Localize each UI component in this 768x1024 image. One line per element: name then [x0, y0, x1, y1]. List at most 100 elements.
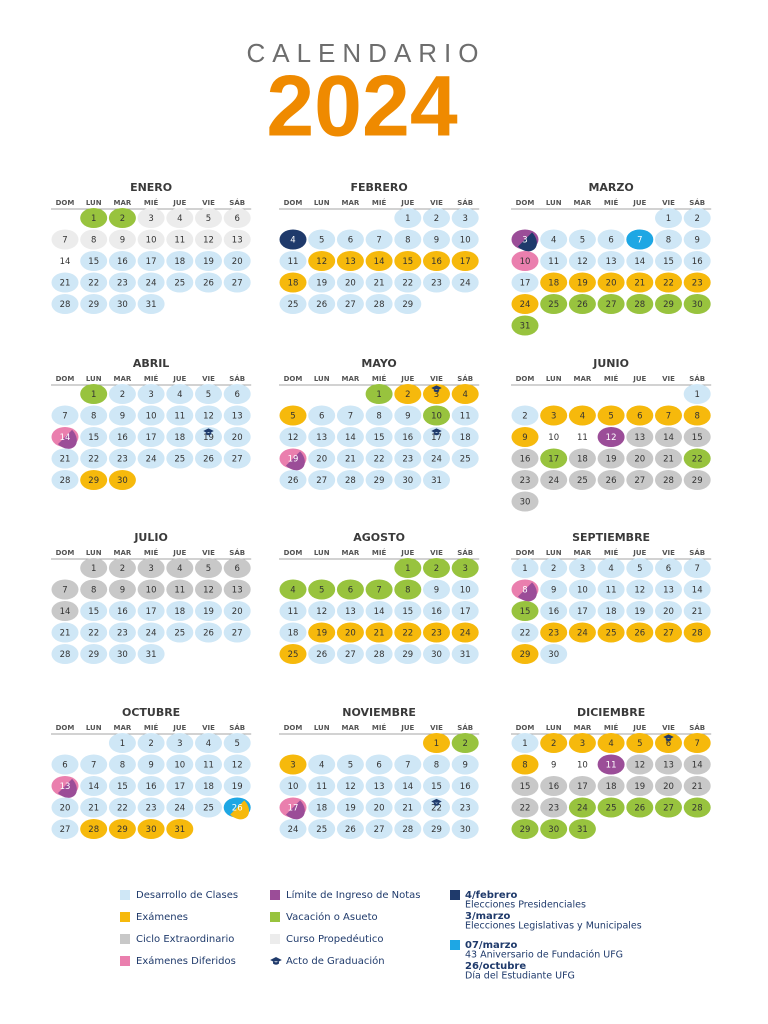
month-name: ABRIL [133, 357, 169, 370]
day-number: 3 [462, 564, 467, 574]
weekday: SÁB [689, 374, 705, 383]
day-cell [511, 797, 539, 818]
day-number: 15 [374, 433, 385, 443]
legend-label: Exámenes [136, 911, 188, 923]
graduation-cap [203, 428, 214, 436]
day-number: 25 [174, 455, 185, 465]
day-cell [568, 229, 596, 250]
day-number: 20 [60, 804, 71, 814]
day-cell [597, 776, 625, 796]
day-number: 15 [431, 782, 442, 792]
day-cell [279, 776, 307, 796]
day-cell [655, 733, 682, 753]
day-cell [108, 819, 136, 839]
day-cell [365, 754, 393, 775]
weekday: MAR [114, 724, 132, 732]
day-cell [683, 797, 711, 818]
day-number: 30 [402, 476, 413, 486]
day-number: 7 [91, 761, 96, 771]
day-number: 21 [692, 782, 703, 792]
day-cell [51, 294, 79, 314]
day-number: 15 [520, 607, 531, 617]
day-cell [683, 272, 711, 293]
day-number: 13 [232, 236, 243, 246]
day-number: 12 [232, 761, 243, 771]
weekday: JUE [172, 724, 186, 732]
day-cell-split [285, 451, 305, 471]
day-cell [655, 558, 682, 578]
day-cell [51, 819, 79, 839]
day-number: 27 [60, 825, 71, 835]
day-cell [166, 601, 194, 621]
day-cell [336, 797, 364, 818]
day-cell [223, 448, 251, 469]
month-name: DICIEMBRE [577, 706, 645, 719]
day-cell [683, 733, 711, 753]
day-cell [511, 644, 539, 664]
day-number: 18 [548, 279, 559, 289]
day-cell [223, 384, 251, 404]
day-cell [568, 601, 596, 621]
day-cell [279, 251, 307, 271]
day-cell [108, 776, 136, 796]
day-number: 3 [290, 761, 295, 771]
day-cell [540, 558, 568, 578]
day-number: 2 [551, 564, 556, 574]
day-cell [394, 272, 422, 293]
day-cell [108, 470, 136, 490]
day-number: 10 [548, 433, 559, 443]
day-cell [511, 491, 539, 512]
day-cell [108, 754, 136, 775]
day-cell [394, 448, 422, 469]
day-number: 15 [663, 257, 674, 267]
day-cell [423, 797, 450, 818]
day-cell [683, 251, 711, 271]
day-cell [308, 776, 336, 796]
day-number: 18 [316, 804, 327, 814]
day-cell [683, 427, 711, 447]
day-number: 2 [120, 214, 125, 224]
day-number: 30 [431, 650, 442, 660]
legend-swatch [120, 912, 130, 922]
day-number: 9 [148, 761, 153, 771]
day-cell [223, 601, 251, 621]
day-number: 19 [203, 433, 214, 443]
day-number: 25 [606, 804, 617, 814]
day-number: 19 [232, 782, 243, 792]
day-cell [683, 470, 711, 490]
day-number: 23 [548, 629, 559, 639]
day-number: 26 [203, 279, 214, 289]
day-cell [365, 644, 393, 664]
day-number: 22 [88, 279, 99, 289]
day-number: 26 [345, 825, 356, 835]
day-cell [511, 622, 539, 643]
day-cell [80, 622, 108, 643]
day-cell [597, 754, 625, 775]
day-cell [540, 601, 568, 621]
day-number: 22 [692, 455, 703, 465]
day-number: 15 [117, 782, 128, 792]
day-number: 11 [174, 412, 185, 422]
day-number: 24 [146, 629, 157, 639]
day-cell [511, 558, 539, 578]
day-cell [511, 405, 539, 426]
day-cell [540, 819, 568, 839]
weekday: MAR [114, 375, 132, 383]
day-cell [597, 272, 625, 293]
day-cell [51, 251, 79, 271]
day-number: 2 [120, 390, 125, 400]
weekday: MIÉ [604, 198, 619, 207]
day-cell [108, 229, 136, 250]
weekday: VIE [202, 724, 215, 732]
day-number: 5 [348, 761, 353, 771]
day-cell [137, 733, 165, 753]
day-number: 1 [91, 214, 96, 224]
day-number: 24 [288, 825, 299, 835]
day-cell [451, 754, 479, 775]
day-number: 4 [290, 586, 295, 596]
weekday: LUN [314, 375, 330, 383]
day-cell [394, 622, 422, 643]
day-number: 28 [345, 476, 356, 486]
day-number: 3 [148, 564, 153, 574]
